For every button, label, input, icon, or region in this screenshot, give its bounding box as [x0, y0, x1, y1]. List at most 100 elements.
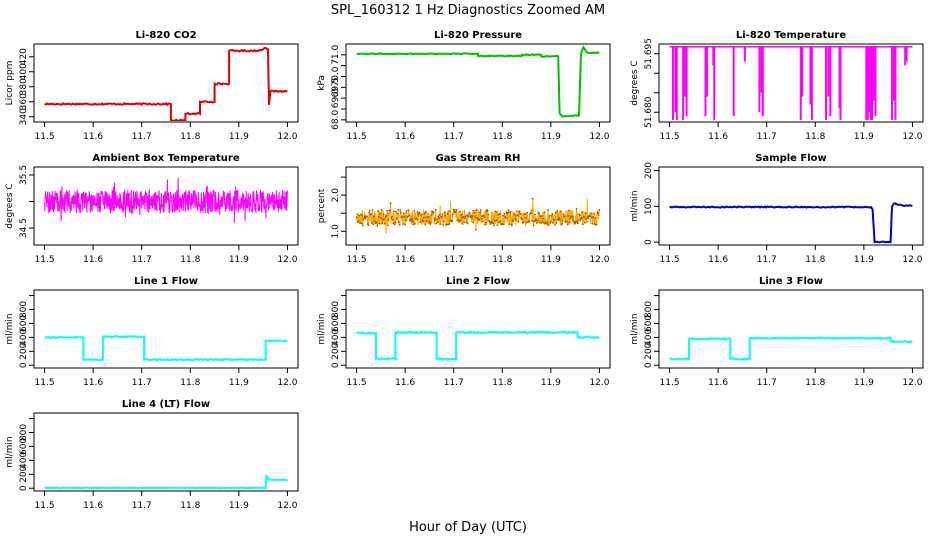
series-point [367, 224, 370, 227]
series-point [567, 215, 570, 217]
series-point [382, 218, 384, 221]
x-tick-label: 12.0 [902, 378, 922, 388]
series-point [394, 221, 397, 224]
x-tick-label: 11.6 [395, 132, 415, 142]
series-point [484, 223, 486, 226]
series-point [372, 223, 375, 226]
series-point [553, 219, 556, 222]
series-point [580, 216, 583, 219]
data-layer [355, 197, 601, 234]
series-point [421, 219, 424, 222]
series-point [481, 215, 484, 218]
series-point [486, 209, 489, 212]
x-tick-label: 12.0 [902, 255, 922, 265]
series-point [370, 213, 372, 215]
series-point [384, 215, 387, 218]
series-point [423, 212, 426, 215]
series-point [399, 209, 402, 211]
series-point [451, 220, 454, 223]
x-tick-label: 11.8 [180, 378, 200, 388]
series-point [516, 210, 518, 213]
series-point [526, 211, 529, 214]
series-point [397, 208, 400, 211]
series-point [404, 219, 407, 222]
x-tick-label: 11.9 [229, 378, 249, 388]
series-point [362, 218, 365, 221]
series-point [525, 217, 527, 219]
series-point [462, 216, 465, 218]
series-point [409, 219, 411, 222]
x-tick-label: 11.7 [757, 132, 777, 142]
data-layer [669, 45, 913, 121]
series-point [424, 223, 427, 226]
series-point [464, 215, 467, 218]
y-tick-label: 600 [19, 438, 29, 455]
series-point [379, 217, 382, 220]
series-point [498, 213, 501, 216]
series-point [554, 223, 556, 226]
chart-panels: Li-820 CO2 11.5 11.6 11.7 11.8 11.9 12.0 340360… [5, 30, 924, 511]
x-tick-label: 11.9 [854, 132, 874, 142]
x-tick-label: 11.7 [132, 255, 152, 265]
series-line [669, 336, 913, 361]
series-point [548, 215, 551, 217]
series-point [474, 216, 477, 218]
series-point [503, 212, 506, 215]
series-point [379, 212, 382, 215]
series-point [517, 220, 520, 223]
x-tick-label: 11.8 [492, 132, 512, 142]
y-tick-label: 0 [19, 362, 29, 368]
series-point [457, 219, 460, 221]
panel-line2: Line 2 Flow 11.5 11.6 11.7 11.8 11.9 12.0 0 2004… [317, 276, 611, 388]
x-tick-label: 12.0 [277, 132, 297, 142]
series-point [530, 209, 533, 212]
y-tick-label: 0 [331, 362, 341, 368]
series-point [545, 221, 548, 223]
x-tick-label: 11.9 [541, 132, 561, 142]
series-point [507, 209, 510, 212]
series-point [386, 210, 388, 212]
y-axis-label: Licor ppm [5, 61, 15, 106]
y-axis-label: percent [317, 188, 327, 223]
series-point [478, 219, 481, 222]
series-point [497, 221, 500, 224]
series-point [542, 217, 545, 220]
y-axis-label: ml/min [630, 190, 640, 221]
plot-frame [345, 289, 611, 369]
series-point [416, 217, 418, 220]
series-point [392, 222, 395, 225]
series-point [366, 215, 368, 218]
plot-frame [658, 43, 924, 123]
series-point [452, 213, 454, 216]
series-point [411, 220, 414, 223]
series-point [419, 221, 422, 224]
series-point [398, 223, 401, 226]
series-point [565, 220, 568, 223]
series-point [404, 223, 406, 226]
series-point [472, 209, 475, 212]
series-point [593, 213, 595, 215]
series-point [598, 208, 601, 211]
series-point [426, 216, 429, 218]
series-point [487, 213, 490, 216]
series-point [465, 221, 468, 224]
series-point [393, 223, 396, 226]
y-tick-label: 51.680 [644, 96, 654, 128]
x-tick-label: 11.6 [708, 255, 728, 265]
panel-co2: Li-820 CO2 11.5 11.6 11.7 11.8 11.9 12.0 340360… [5, 30, 299, 142]
series-point [535, 218, 538, 221]
x-tick-label: 11.9 [854, 255, 874, 265]
data-layer [44, 177, 288, 223]
series-point [509, 211, 512, 213]
series-point [389, 209, 391, 212]
series-point [475, 228, 477, 231]
series-point [442, 224, 445, 226]
y-tick-label: 68.0 [331, 110, 341, 130]
series-point [539, 215, 542, 217]
data-layer [356, 45, 600, 118]
series-point [373, 220, 376, 223]
series-point [407, 215, 409, 218]
series-point [592, 216, 595, 218]
series-point [386, 224, 389, 227]
y-tick-label: 2.0 [331, 188, 341, 203]
